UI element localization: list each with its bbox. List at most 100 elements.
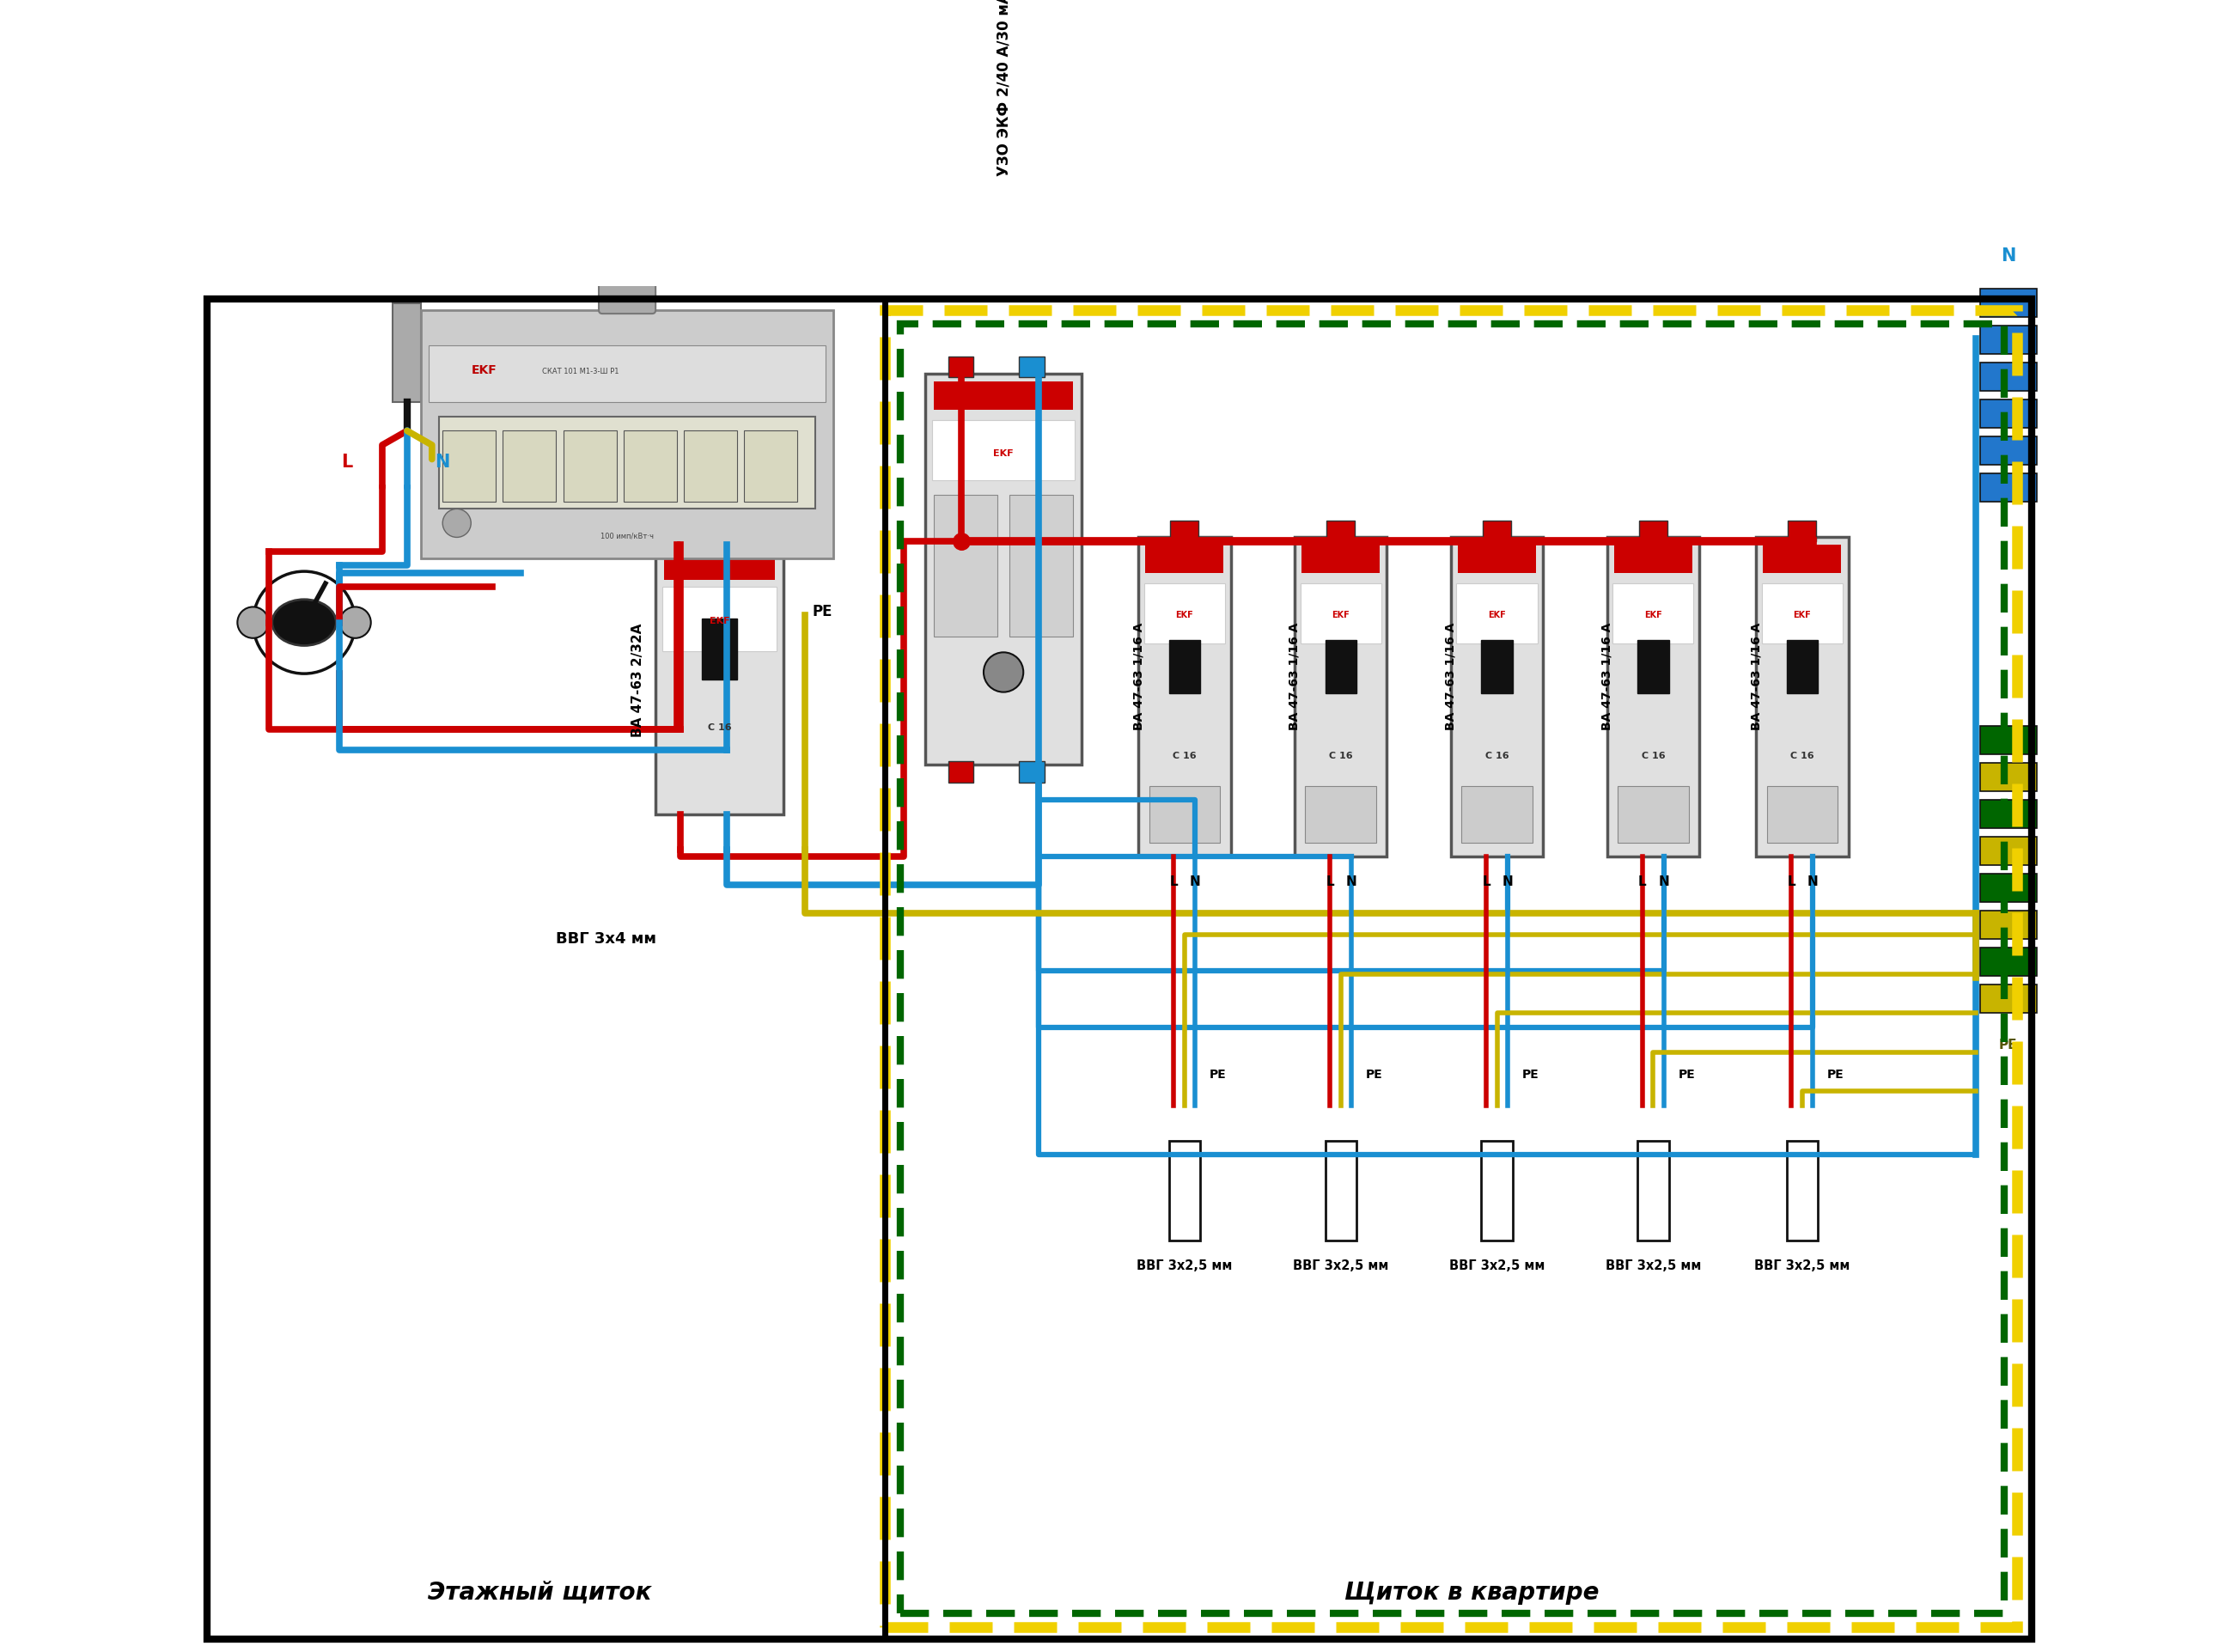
Bar (1787, 641, 1819, 694)
Bar (1302, 545, 1380, 573)
Text: ВВГ 3х2,5 мм: ВВГ 3х2,5 мм (1450, 1259, 1546, 1272)
Bar (662, 588, 776, 651)
Text: C 16: C 16 (1790, 752, 1814, 760)
Text: ВВГ 3х2,5 мм: ВВГ 3х2,5 мм (1754, 1259, 1850, 1272)
Bar (933, 382, 1074, 410)
Bar (1763, 545, 1841, 573)
Bar (1324, 1142, 1356, 1241)
Bar (664, 552, 774, 580)
Text: СКАТ 101 М1-3-Ш Р1: СКАТ 101 М1-3-Ш Р1 (541, 367, 620, 375)
Bar (1459, 545, 1537, 573)
Text: PE: PE (1678, 1067, 1696, 1080)
Bar (1324, 641, 1356, 694)
Text: N: N (1347, 876, 1358, 889)
Bar (1300, 585, 1380, 644)
Bar (702, 620, 738, 681)
Bar (1980, 985, 2036, 1013)
Text: EKF: EKF (1331, 611, 1349, 620)
Bar (948, 762, 973, 783)
Bar (1637, 641, 1669, 694)
Text: L: L (340, 453, 353, 471)
Bar (1481, 1142, 1512, 1241)
Text: ВА 47-63 1/16 А: ВА 47-63 1/16 А (1749, 623, 1763, 730)
Bar (1139, 539, 1230, 857)
Bar (1020, 762, 1045, 783)
Circle shape (984, 653, 1022, 692)
Bar (1980, 763, 2036, 791)
Text: ВВГ 3х2,5 мм: ВВГ 3х2,5 мм (1293, 1259, 1389, 1272)
Text: C 16: C 16 (707, 722, 731, 732)
Text: N: N (1658, 876, 1669, 889)
Bar (1787, 522, 1816, 542)
Text: N: N (1807, 876, 1819, 889)
Bar (1304, 786, 1376, 843)
Bar (430, 347, 825, 403)
Bar (1637, 1142, 1669, 1241)
Bar (1980, 289, 2036, 317)
Text: L: L (1327, 876, 1333, 889)
Text: ВА 47-63 1/16 А: ВА 47-63 1/16 А (1289, 623, 1300, 730)
Text: Этажный щиток: Этажный щиток (427, 1579, 651, 1604)
Bar (1763, 585, 1843, 644)
Bar (1617, 786, 1689, 843)
Bar (1756, 539, 1848, 857)
Bar (1613, 585, 1693, 644)
Bar (1452, 539, 1544, 857)
Bar (1456, 585, 1537, 644)
Bar (503, 431, 557, 502)
Bar (206, 299, 886, 1639)
Text: ВВГ 3х2,5 мм: ВВГ 3х2,5 мм (1136, 1259, 1233, 1272)
Bar (1145, 545, 1224, 573)
Bar (1787, 1142, 1819, 1241)
Bar (1640, 522, 1667, 542)
Bar (1170, 641, 1199, 694)
Bar (1980, 912, 2036, 940)
Bar (624, 431, 678, 502)
Bar (1170, 522, 1199, 542)
Bar (443, 431, 497, 502)
Bar (745, 431, 799, 502)
Bar (926, 375, 1080, 765)
FancyBboxPatch shape (600, 268, 655, 314)
Text: N: N (1501, 876, 1512, 889)
Bar (1980, 474, 2036, 502)
Bar (1980, 838, 2036, 866)
Text: УЗО ЭКФ 2/40 А/30 мА: УЗО ЭКФ 2/40 А/30 мА (995, 0, 1011, 177)
Bar (1980, 363, 2036, 392)
Bar (1170, 1142, 1199, 1241)
Text: N: N (436, 453, 450, 471)
Text: EKF: EKF (472, 363, 497, 375)
Bar (394, 304, 421, 403)
Text: EKF: EKF (1644, 611, 1662, 620)
Text: C 16: C 16 (1172, 752, 1197, 760)
Text: N: N (2000, 248, 2016, 264)
Bar (1615, 545, 1691, 573)
Text: ВА 47-63 2/32А: ВА 47-63 2/32А (631, 623, 644, 737)
Text: ВА 47-63 1/16 А: ВА 47-63 1/16 А (1132, 623, 1145, 730)
Bar (655, 545, 783, 814)
Circle shape (443, 509, 472, 539)
Text: PE: PE (1365, 1067, 1382, 1080)
Text: Щиток в квартире: Щиток в квартире (1344, 1579, 1599, 1604)
Text: PE: PE (2000, 1039, 2018, 1051)
Bar (1020, 357, 1045, 378)
Bar (1980, 327, 2036, 355)
Bar (685, 431, 738, 502)
Bar (1980, 948, 2036, 976)
Bar (1980, 801, 2036, 829)
Bar (886, 311, 2018, 1627)
Bar (1295, 539, 1387, 857)
Bar (1767, 786, 1839, 843)
Text: N: N (1190, 876, 1201, 889)
Bar (1980, 400, 2036, 428)
Text: L: L (1483, 876, 1490, 889)
Text: ВВГ 3х4 мм: ВВГ 3х4 мм (555, 930, 655, 947)
Bar (1606, 539, 1700, 857)
Circle shape (237, 608, 268, 639)
Bar (1483, 522, 1512, 542)
Bar (948, 357, 973, 378)
Text: PE: PE (1521, 1067, 1539, 1080)
Text: EKF: EKF (709, 616, 729, 624)
Text: L: L (1787, 876, 1796, 889)
Ellipse shape (273, 600, 336, 646)
